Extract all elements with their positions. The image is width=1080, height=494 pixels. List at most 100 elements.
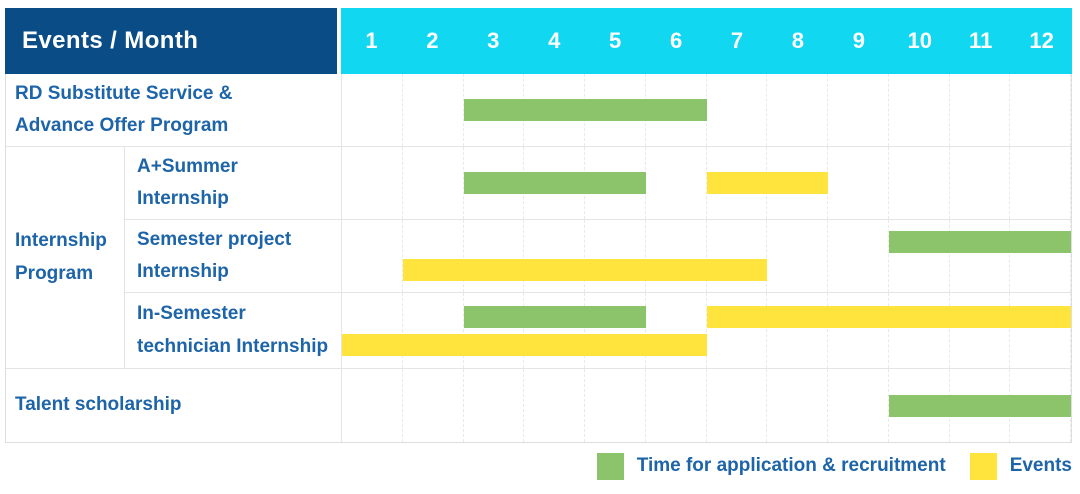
month-cell [585, 220, 646, 292]
month-cell [889, 74, 950, 146]
application-bar [463, 172, 646, 194]
month-8-header: 8 [791, 28, 805, 53]
month-cell [950, 293, 1011, 368]
application-bar [463, 305, 646, 328]
month-cell [524, 220, 585, 292]
month-cell [646, 369, 707, 442]
events-month-title: Events / Month [5, 8, 337, 74]
month-cell [646, 293, 707, 368]
row-grid [341, 369, 1071, 442]
month-header-strip: 1 2 3 4 5 6 7 8 9 10 11 12 [341, 8, 1072, 74]
month-cell [403, 74, 464, 146]
month-cell [1010, 147, 1071, 219]
header-gap [337, 8, 341, 74]
group-rows: A+Summer Internship Semester project Int… [125, 147, 1071, 368]
row-grid [341, 147, 1071, 219]
month-cell [707, 369, 768, 442]
row-talent-scholarship: Talent scholarship [6, 369, 1071, 442]
application-bar [888, 394, 1071, 417]
month-6-header: 6 [669, 28, 683, 53]
month-cell [1010, 74, 1071, 146]
event-bar [402, 259, 768, 281]
month-2-header: 2 [426, 28, 439, 53]
month-cell [889, 293, 950, 368]
month-cell [464, 369, 525, 442]
row-label: Semester project Internship [137, 228, 292, 282]
application-swatch [596, 452, 624, 480]
row-rd-substitute: RD Substitute Service & Advance Offer Pr… [6, 74, 1071, 147]
month-cell [828, 293, 889, 368]
month-cell [707, 220, 768, 292]
table-header: Events / Month 1 2 3 4 5 6 7 8 9 10 11 12 [5, 8, 1072, 74]
month-10-header: 10 [907, 28, 932, 53]
month-12-header: 12 [1029, 28, 1054, 53]
row-label: In-Semester technician Internship [137, 303, 329, 357]
legend-item-events: Events [969, 452, 1072, 480]
month-cell [342, 74, 403, 146]
month-cell [950, 74, 1011, 146]
internship-program-section: Internship Program A+Summer Internship S… [6, 147, 1071, 369]
row-in-semester-technician-internship: In-Semester technician Internship [125, 293, 1071, 368]
month-cell [767, 74, 828, 146]
legend: Time for application & recruitment Event… [596, 452, 1072, 480]
month-5-header: 5 [609, 28, 622, 53]
month-cell [1010, 220, 1071, 292]
month-cell [524, 293, 585, 368]
month-3-header: 3 [487, 28, 500, 53]
application-bar [888, 231, 1071, 253]
month-cell [707, 293, 768, 368]
month-11-header: 11 [969, 28, 993, 53]
month-cell [585, 369, 646, 442]
month-cell [646, 220, 707, 292]
month-cell [464, 220, 525, 292]
application-bar [463, 99, 707, 121]
row-grid [341, 74, 1071, 146]
month-cell [889, 147, 950, 219]
event-bar [706, 172, 828, 194]
row-label: A+Summer Internship [137, 155, 238, 209]
row-label: Talent scholarship [15, 394, 182, 416]
month-cell [646, 147, 707, 219]
events-month-table: Events / Month 1 2 3 4 5 6 7 8 9 10 11 12 RD Substi… [5, 8, 1072, 443]
month-cell [889, 220, 950, 292]
month-cell [342, 369, 403, 442]
month-cell [828, 369, 889, 442]
month-cell [828, 220, 889, 292]
month-cell [1010, 293, 1071, 368]
month-cell [828, 147, 889, 219]
month-cell [464, 293, 525, 368]
event-bar [342, 333, 707, 356]
group-label: Internship Program [6, 147, 125, 368]
gantt-body: RD Substitute Service & Advance Offer Pr… [5, 74, 1072, 443]
month-cell [950, 220, 1011, 292]
row-label: RD Substitute Service & Advance Offer Pr… [15, 82, 233, 136]
month-cell [403, 147, 464, 219]
row-grid [341, 220, 1071, 292]
month-cell [342, 293, 403, 368]
month-cell [767, 293, 828, 368]
month-cell [342, 147, 403, 219]
month-7-header: 7 [730, 28, 744, 53]
event-bar [706, 305, 1071, 328]
event-swatch [969, 452, 997, 480]
legend-item-application: Time for application & recruitment [596, 452, 946, 480]
legend-label: Time for application & recruitment [636, 455, 946, 476]
month-cell [950, 147, 1011, 219]
month-cell [707, 74, 768, 146]
month-cell [585, 293, 646, 368]
month-9-header: 9 [852, 28, 865, 53]
legend-label: Events [1009, 455, 1072, 476]
row-a-summer-internship: A+Summer Internship [125, 147, 1071, 220]
month-4-header: 4 [548, 28, 561, 53]
month-cell [403, 220, 464, 292]
row-grid [341, 293, 1071, 368]
row-semester-project-internship: Semester project Internship [125, 220, 1071, 293]
month-cell [828, 74, 889, 146]
month-cell [524, 369, 585, 442]
month-cell [403, 369, 464, 442]
month-cell [767, 220, 828, 292]
month-cell [767, 369, 828, 442]
month-cell [342, 220, 403, 292]
month-1-header: 1 [365, 28, 378, 53]
